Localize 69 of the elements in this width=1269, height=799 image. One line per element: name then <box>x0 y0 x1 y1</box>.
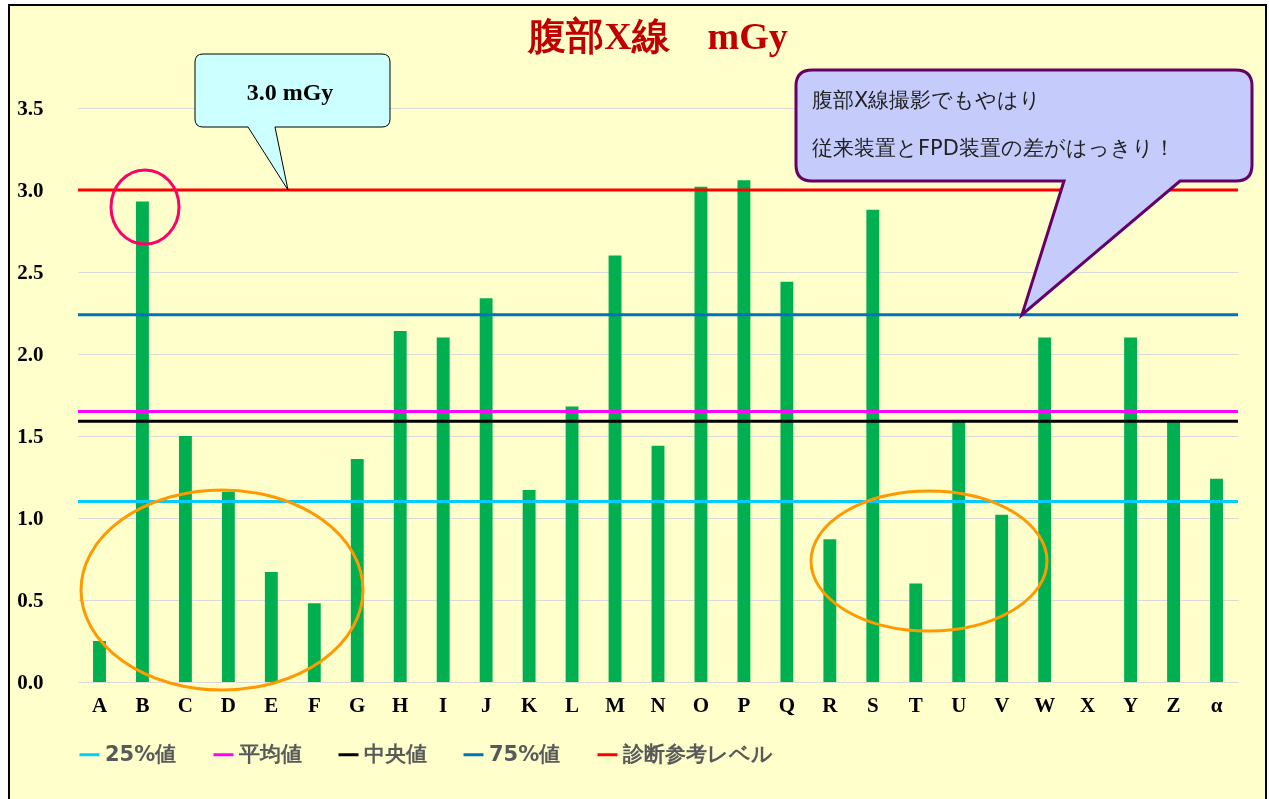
y-tick-label: 1.5 <box>17 423 44 448</box>
legend-label: 中央値 <box>364 741 427 766</box>
x-tick-label: F <box>307 692 321 717</box>
bar <box>436 337 450 682</box>
bar <box>522 490 536 682</box>
x-tick-label: E <box>264 692 279 717</box>
y-tick-label: 3.5 <box>17 95 44 120</box>
bar <box>909 583 923 682</box>
x-tick-label: D <box>220 692 236 717</box>
y-tick-label: 3.0 <box>17 177 44 202</box>
y-tick-label: 2.0 <box>17 341 44 366</box>
x-tick-label: C <box>177 692 193 717</box>
x-tick-label: U <box>951 692 967 717</box>
bar <box>479 298 493 682</box>
x-tick-label: T <box>908 692 923 717</box>
x-tick-label: Y <box>1123 692 1139 717</box>
x-tick-label: M <box>605 692 626 717</box>
y-tick-label: 2.5 <box>17 259 44 284</box>
bar <box>264 572 278 682</box>
bar <box>93 641 106 682</box>
bar <box>823 539 837 682</box>
bar <box>178 436 192 682</box>
x-tick-label: J <box>480 692 492 717</box>
bar <box>1210 478 1223 682</box>
x-tick-label: G <box>349 692 366 717</box>
x-tick-label: P <box>737 692 751 717</box>
chart-title: 腹部X線 mGy <box>527 15 788 57</box>
x-tick-label: A <box>91 692 108 717</box>
x-tick-label: V <box>994 692 1010 717</box>
x-tick-label: L <box>565 692 580 717</box>
y-tick-label: 0.0 <box>17 669 44 694</box>
bar <box>651 445 665 682</box>
bar <box>136 201 149 682</box>
x-tick-label: R <box>822 692 839 717</box>
x-tick-label: B <box>135 692 150 717</box>
bar <box>694 186 708 682</box>
bar <box>1038 337 1052 682</box>
legend-label: 75%値 <box>489 741 561 766</box>
bar <box>780 281 794 682</box>
y-tick-label: 1.0 <box>17 505 44 530</box>
bar <box>866 209 880 682</box>
legend-label: 診断参考レベル <box>622 741 773 766</box>
x-tick-label: I <box>439 692 448 717</box>
text: 3.0 mGy <box>246 79 334 105</box>
annotation: 腹部X線撮影でもやはり <box>812 88 1042 112</box>
bar <box>1124 337 1138 682</box>
bar <box>307 603 321 682</box>
y-tick-label: 0.5 <box>17 587 44 612</box>
legend-label: 25%値 <box>105 741 177 766</box>
x-tick-label: O <box>692 692 710 717</box>
bar <box>565 406 579 682</box>
x-tick-label: Z <box>1166 692 1181 717</box>
legend-label: 平均値 <box>238 741 302 766</box>
x-tick-label: K <box>520 692 538 717</box>
bar <box>608 255 622 682</box>
bar <box>995 514 1009 682</box>
bar <box>221 491 235 682</box>
bar <box>737 180 751 682</box>
bar <box>1167 421 1180 682</box>
x-tick-label: W <box>1034 692 1056 717</box>
x-tick-label: X <box>1080 692 1096 717</box>
x-tick-label: N <box>650 692 666 717</box>
x-tick-label: H <box>392 692 409 717</box>
annotation: 従来装置とFPD装置の差がはっきり！ <box>812 136 1175 160</box>
x-tick-label: S <box>866 692 879 717</box>
bar <box>393 331 407 682</box>
x-tick-label: Q <box>778 692 796 717</box>
bar <box>952 421 966 682</box>
x-tick-label: α <box>1210 692 1223 717</box>
